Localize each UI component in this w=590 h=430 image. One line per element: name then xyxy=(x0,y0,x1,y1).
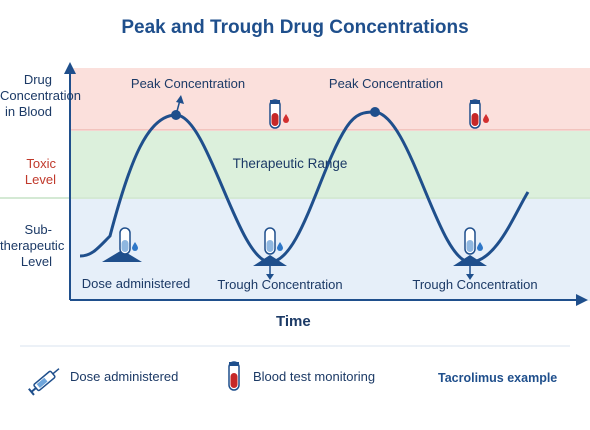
peak-arrow-1 xyxy=(176,95,184,104)
test-tube-icon xyxy=(464,227,483,255)
x-axis-label: Time xyxy=(276,313,311,330)
dose-marker xyxy=(102,250,142,262)
trough-marker-1 xyxy=(253,255,287,280)
legend-blood-test: Blood test monitoring xyxy=(253,369,376,384)
syringe-icon xyxy=(28,368,60,396)
trough-label-1: Trough Concentration xyxy=(217,277,343,292)
subtherapeutic-zone xyxy=(70,199,590,301)
peak-dot-1 xyxy=(171,110,181,120)
toxic-level-label: Toxic Level xyxy=(24,156,56,187)
trough-marker-2 xyxy=(453,255,487,280)
toxic-zone xyxy=(70,68,590,130)
test-tube-icon xyxy=(119,227,138,255)
blood-tube-icon xyxy=(269,99,289,129)
blood-tube-icon xyxy=(469,99,489,129)
legend-dose: Dose administered xyxy=(70,369,179,384)
diagram-title: Peak and Trough Drug Concentrations xyxy=(121,17,469,38)
peak-label-1: Peak Concentration xyxy=(130,76,246,91)
peak-dot-2 xyxy=(370,107,380,117)
peak-label-2: Peak Concentration xyxy=(328,76,444,91)
subtherapeutic-label: Sub- therapeutic Level xyxy=(0,222,65,269)
blood-tube-icon xyxy=(228,361,240,391)
therapeutic-zone xyxy=(70,131,590,197)
trough-label-2: Trough Concentration xyxy=(412,277,538,292)
y-axis-arrow xyxy=(64,62,76,74)
y-axis-label: Drug Concentration in Blood xyxy=(0,72,81,119)
concentration-curve xyxy=(79,110,530,264)
dose-label: Dose administered xyxy=(81,276,191,291)
legend-example: Tacrolimus example xyxy=(438,371,558,385)
therapeutic-range-label: Therapeutic Range xyxy=(232,156,348,171)
x-axis-arrow xyxy=(576,294,588,306)
test-tube-icon xyxy=(264,227,283,255)
